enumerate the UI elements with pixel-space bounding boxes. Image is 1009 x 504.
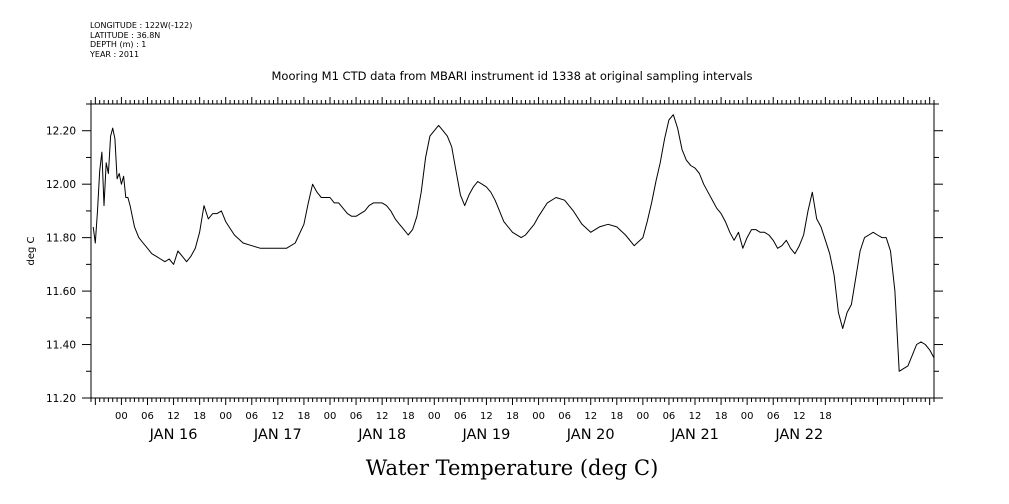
x-hour-label: 12 — [793, 411, 806, 422]
x-hour-label: 12 — [584, 411, 597, 422]
x-hour-label: 00 — [636, 411, 649, 422]
x-hour-label: 12 — [480, 411, 493, 422]
y-tick-label: 12.00 — [46, 179, 76, 191]
x-day-label: JAN 21 — [670, 427, 719, 443]
metadata-block: LONGITUDE : 122W(-122) LATITUDE : 36.8N … — [90, 21, 192, 59]
y-tick-label: 11.80 — [46, 233, 76, 245]
y-tick-label: 11.60 — [46, 286, 76, 298]
y-tick-label: 11.20 — [46, 393, 76, 405]
x-day-label: JAN 16 — [149, 427, 198, 443]
x-day-label: JAN 22 — [774, 427, 823, 443]
x-hour-label: 06 — [245, 411, 258, 422]
x-hour-label: 06 — [663, 411, 676, 422]
x-axis-title: Water Temperature (deg C) — [366, 456, 659, 480]
x-hour-label: 00 — [115, 411, 128, 422]
x-hour-label: 18 — [715, 411, 728, 422]
x-hour-label: 06 — [558, 411, 571, 422]
x-hour-label: 00 — [428, 411, 441, 422]
x-hour-label: 00 — [741, 411, 754, 422]
x-hour-label: 18 — [402, 411, 415, 422]
x-hour-label: 06 — [454, 411, 467, 422]
x-day-label: JAN 20 — [566, 427, 615, 443]
y-tick-label: 12.20 — [46, 126, 76, 138]
x-hour-label: 18 — [506, 411, 519, 422]
x-hour-label: 00 — [532, 411, 545, 422]
x-hour-label: 12 — [376, 411, 389, 422]
x-hour-label: 12 — [689, 411, 702, 422]
x-hour-label: 18 — [193, 411, 206, 422]
y-tick-labels: 11.20 11.40 11.60 11.80 12.00 12.20 — [46, 126, 76, 405]
x-hour-label: 18 — [610, 411, 623, 422]
x-hour-label: 12 — [167, 411, 180, 422]
tick-marks — [82, 97, 943, 405]
latitude-label: LATITUDE : 36.8N — [90, 30, 161, 40]
x-hour-label: 18 — [298, 411, 311, 422]
x-hour-label: 00 — [324, 411, 337, 422]
x-hour-label: 06 — [767, 411, 780, 422]
depth-label: DEPTH (m) : 1 — [90, 40, 147, 49]
longitude-label: LONGITUDE : 122W(-122) — [90, 21, 193, 30]
series-line-water-temperature — [92, 114, 935, 372]
x-hour-label: 06 — [141, 411, 154, 422]
chart-title: Mooring M1 CTD data from MBARI instrumen… — [272, 69, 753, 83]
x-hour-label: 06 — [350, 411, 363, 422]
x-day-labels: JAN 16 JAN 17 JAN 18 JAN 19 JAN 20 JAN 21 JAN … — [149, 427, 824, 443]
x-hour-label: 00 — [219, 411, 232, 422]
x-hour-labels: 00 06 12 18 00 06 12 18 00 06 12 18 00 06 12 18 00 06 12 18… — [115, 411, 832, 422]
plot-frame — [90, 103, 935, 399]
x-hour-label: 12 — [271, 411, 284, 422]
x-hour-label: 18 — [819, 411, 832, 422]
year-label: YEAR : 2011 — [90, 49, 140, 59]
x-day-label: JAN 18 — [357, 427, 406, 443]
x-day-label: JAN 17 — [253, 427, 302, 443]
y-tick-label: 11.40 — [46, 340, 76, 352]
y-axis-label: deg C — [26, 236, 37, 265]
x-day-label: JAN 19 — [461, 427, 510, 443]
